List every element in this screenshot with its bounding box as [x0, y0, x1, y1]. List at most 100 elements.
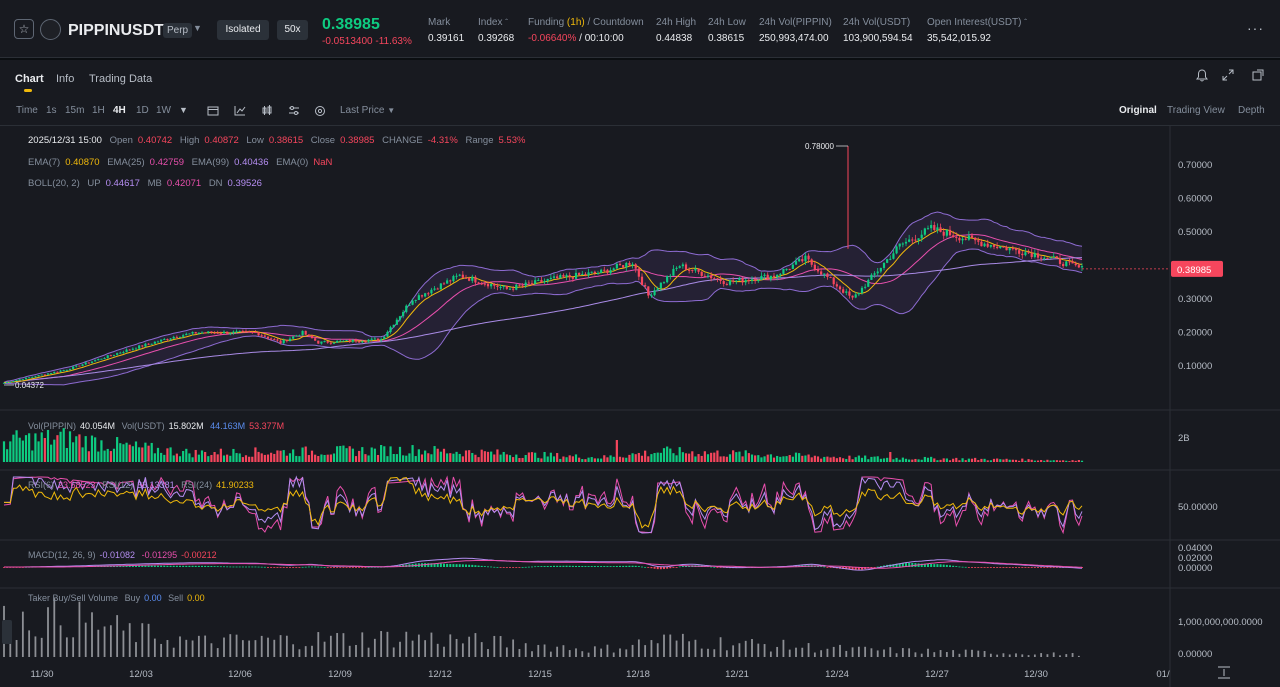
rsi12-label: RSI(12)	[102, 480, 134, 490]
candle-body	[398, 316, 402, 320]
volume-axis-tick: 2B	[1178, 433, 1190, 444]
stat-label: Open Interest(USDT)	[927, 17, 1022, 28]
interval-time[interactable]: Time	[16, 105, 38, 116]
candle-body	[81, 364, 84, 366]
candle-body	[147, 343, 150, 345]
volume-bar	[713, 452, 716, 462]
taker-volume-bar	[807, 643, 810, 657]
volume-bar	[125, 442, 128, 462]
candle-body	[383, 336, 386, 340]
candle-body	[216, 332, 219, 334]
macd-histogram-bar	[923, 563, 926, 567]
volume-bar	[901, 457, 904, 462]
volume-bar	[210, 454, 213, 462]
tab-trading-data[interactable]: Trading Data	[89, 73, 153, 85]
candle-body	[254, 332, 257, 334]
calendar-icon[interactable]	[207, 105, 219, 119]
candle-body	[788, 268, 791, 270]
macd-histogram-bar	[996, 567, 999, 568]
volume-bar	[600, 458, 603, 462]
macd-histogram-bar	[562, 565, 565, 567]
chart-canvas[interactable]: 0.780000.043720.700000.600000.500000.400…	[0, 126, 1280, 687]
price-axis-tick: 0.20000	[1178, 328, 1212, 339]
popout-icon[interactable]	[1252, 69, 1264, 84]
candle-body	[458, 274, 461, 276]
taker-volume-bar	[474, 633, 477, 657]
favorite-star-icon[interactable]: ☆	[14, 19, 34, 39]
volume-bar	[700, 455, 703, 462]
indicator-icon[interactable]	[234, 105, 246, 119]
taker-volume-bar	[600, 648, 603, 657]
interval-1w[interactable]: 1W	[156, 105, 171, 116]
index-info-icon[interactable]: ˆ	[505, 18, 508, 27]
view-original[interactable]: Original	[1119, 105, 1157, 116]
interval-15m[interactable]: 15m	[65, 105, 85, 116]
more-options-icon[interactable]: ···	[1247, 20, 1264, 36]
expand-icon[interactable]	[1222, 69, 1234, 84]
macd-histogram-bar	[578, 565, 581, 567]
chart-type-candles-icon[interactable]	[261, 105, 273, 119]
taker-volume-bar	[606, 644, 609, 657]
candle-body	[933, 225, 936, 230]
candle-body	[772, 275, 776, 277]
macd-histogram-bar	[952, 565, 955, 567]
macd-histogram-bar	[955, 566, 958, 567]
candle-body	[920, 234, 923, 239]
taker-volume-bar	[1046, 654, 1049, 657]
macd-histogram-bar	[493, 566, 496, 568]
open-interest-info-icon[interactable]: ˆ	[1024, 18, 1027, 27]
volume-bar	[1014, 459, 1018, 462]
volume-bar	[329, 454, 332, 462]
taker-volume-bar	[744, 640, 747, 657]
macd-histogram-bar	[848, 567, 851, 570]
view-depth[interactable]: Depth	[1238, 105, 1265, 116]
leverage-button[interactable]: 50x	[277, 20, 308, 40]
bell-icon[interactable]	[1196, 69, 1208, 85]
candle-body	[483, 283, 486, 285]
interval-dropdown-chevron-down-icon[interactable]: ▼	[179, 105, 188, 115]
settings-gear-icon[interactable]	[314, 105, 326, 120]
macd-histogram-bar	[653, 567, 656, 569]
macd-histogram-bar	[128, 565, 131, 567]
candle-body	[131, 348, 134, 350]
macd-histogram-bar	[521, 566, 524, 568]
volume-bar	[782, 456, 785, 462]
candle-body	[326, 341, 329, 343]
candle-body	[411, 300, 414, 305]
volume-bar	[911, 459, 914, 462]
ema7-line	[3, 228, 1083, 384]
macd-histogram-bar	[612, 566, 615, 567]
interval-1h[interactable]: 1H	[92, 105, 105, 116]
symbol-name[interactable]: PIPPINUSDT	[68, 22, 165, 39]
margin-mode-button[interactable]: Isolated	[217, 20, 269, 40]
taker-volume-bar	[895, 653, 898, 657]
taker-volume-bar	[135, 642, 137, 657]
candle-body	[776, 274, 779, 277]
price-type-select[interactable]: Last Price ▼	[340, 105, 395, 116]
interval-4h[interactable]: 4H	[113, 105, 126, 116]
volume-bar	[662, 448, 666, 462]
view-trading-view[interactable]: Trading View	[1167, 105, 1225, 116]
candle-body	[100, 358, 103, 360]
volume-bar	[1071, 460, 1074, 462]
volume-bar	[524, 455, 527, 462]
candle-body	[90, 361, 94, 363]
vol-ma2-value: 53.377M	[249, 421, 285, 431]
candle-body	[414, 299, 417, 301]
candle-body	[763, 274, 766, 276]
volume-bar	[876, 456, 879, 462]
interval-1d[interactable]: 1D	[136, 105, 149, 116]
tab-chart[interactable]: Chart	[15, 73, 44, 85]
volume-bar	[578, 457, 581, 462]
settings-sliders-icon[interactable]	[288, 105, 300, 119]
macd-histogram-bar	[119, 565, 122, 567]
rsi-legend: RSI(6) 23.68523 RSI(12) 33.13381 RSI(24) 41…	[28, 480, 258, 490]
volume-bar	[1005, 458, 1008, 462]
volume-bar	[298, 456, 301, 462]
symbol-dropdown-chevron-down-icon[interactable]: ▼	[193, 23, 202, 33]
volume-bar	[502, 451, 505, 462]
tab-info[interactable]: Info	[56, 73, 75, 85]
stat-24h-vol-usdt: 24h Vol(USDT) 103,900,594.54	[843, 17, 913, 44]
macd-histogram-bar	[597, 566, 599, 567]
interval-1s[interactable]: 1s	[46, 105, 57, 116]
